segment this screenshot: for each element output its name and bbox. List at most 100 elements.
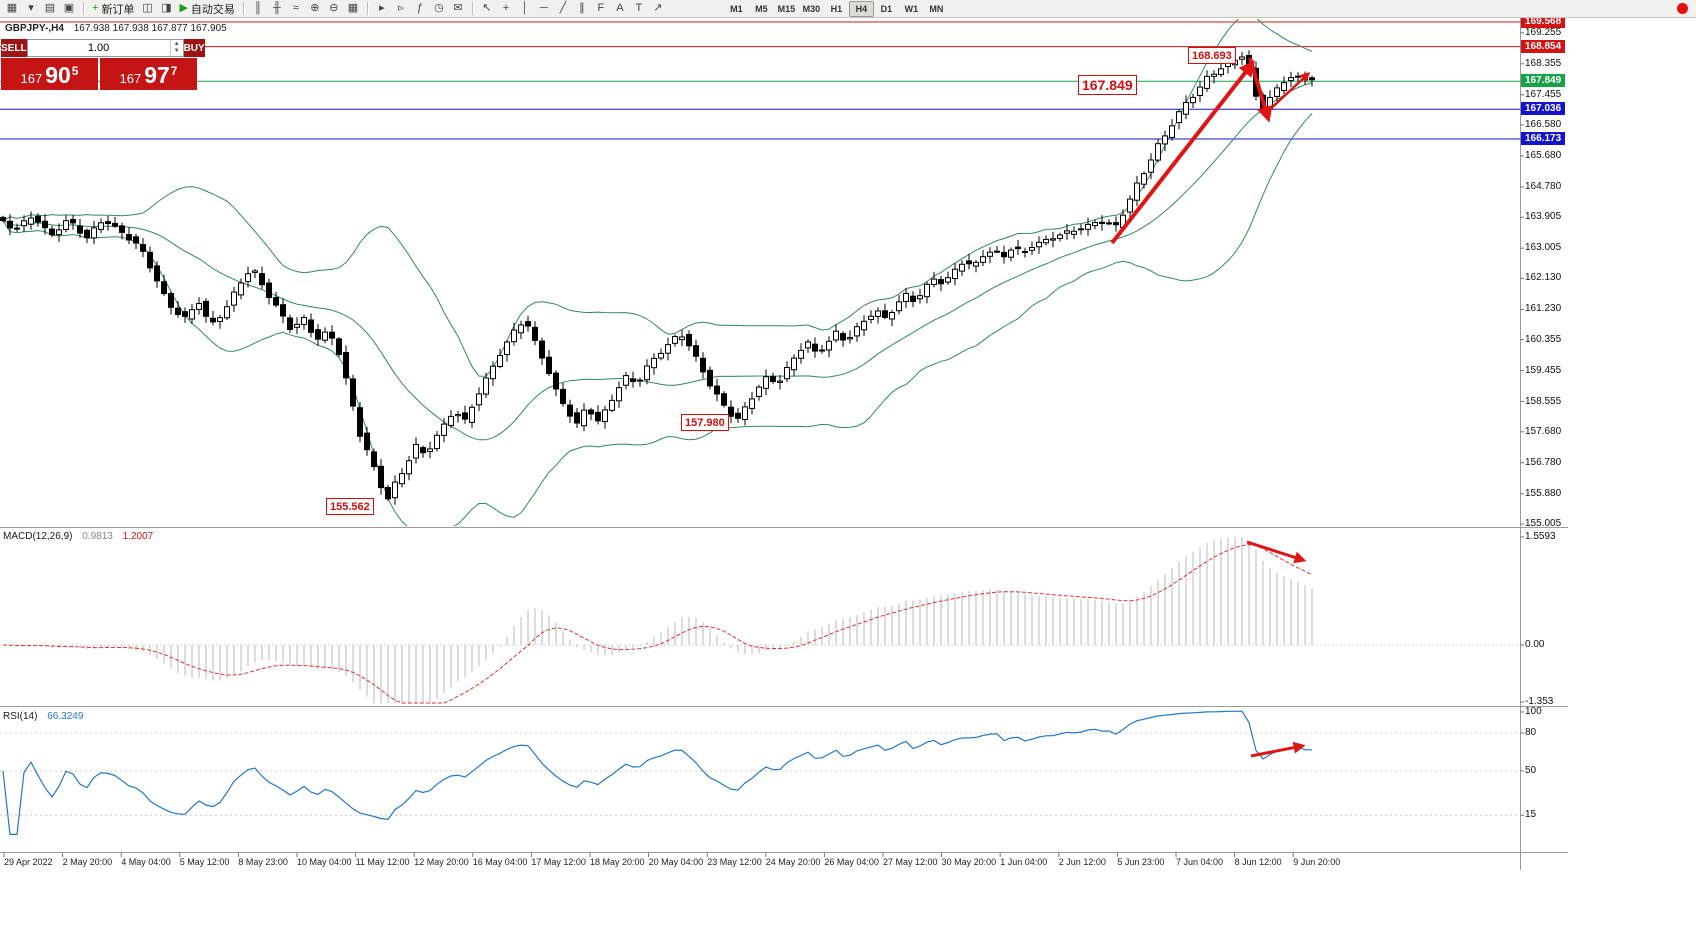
volume-stepper[interactable]: ▲ ▼ xyxy=(169,40,183,56)
line-chart-icon-glyph: ≈ xyxy=(292,2,299,14)
zoom-in-icon[interactable]: ⊕ xyxy=(306,1,324,17)
sell-price-prefix: 167 xyxy=(20,70,43,86)
toolbar-separator xyxy=(366,2,368,15)
stepper-up-icon[interactable]: ▲ xyxy=(173,41,180,48)
arrows-tool-icon[interactable]: ↗ xyxy=(649,1,667,17)
timeframe-m15-button[interactable]: M15 xyxy=(774,1,799,17)
chart-dropdown-icon[interactable]: ▾ xyxy=(22,1,40,17)
trendline-icon-glyph: ╱ xyxy=(559,2,567,14)
bar-chart-icon[interactable]: ║ xyxy=(249,1,267,17)
sell-price-display[interactable]: 167 90 5 xyxy=(1,58,98,90)
new-order-button-label: 新订单 xyxy=(101,3,135,16)
tile-windows-icon[interactable]: ▦ xyxy=(344,1,362,17)
macd-main-value: 0.9813 xyxy=(82,531,113,542)
vertical-line-icon-glyph: │ xyxy=(521,2,529,14)
market-watch-icon[interactable]: ▣ xyxy=(60,1,78,17)
zoom-out-icon[interactable]: ⊖ xyxy=(325,1,343,17)
new-order-button-glyph: + xyxy=(92,2,99,14)
vertical-line-icon[interactable]: │ xyxy=(516,1,534,17)
buy-button[interactable]: BUY xyxy=(183,39,205,57)
market-watch-icon-glyph: ▣ xyxy=(63,2,75,14)
sell-price-pip: 5 xyxy=(71,64,79,78)
timeframe-mn-button[interactable]: MN xyxy=(924,1,949,17)
chart-title: GBPJPY-,H4 167.938 167.938 167.877 167.9… xyxy=(5,23,227,34)
mail-icon[interactable]: ✉ xyxy=(449,1,467,17)
text-icon[interactable]: A xyxy=(611,1,629,17)
text-icon-glyph: A xyxy=(616,2,624,14)
bollinger-middle xyxy=(2,82,1313,441)
trend-arrow xyxy=(1265,71,1311,114)
main-chart-layer xyxy=(0,19,1520,526)
rsi-arrow xyxy=(1250,741,1306,758)
horizontal-line-icon[interactable]: ─ xyxy=(535,1,553,17)
rsi-line xyxy=(2,710,1312,836)
label-icon-glyph: T xyxy=(635,2,643,14)
auto-scroll-icon[interactable]: ▸ xyxy=(373,1,391,17)
periods-icon[interactable]: ◷ xyxy=(430,1,448,17)
mail-icon-glyph: ✉ xyxy=(453,2,463,14)
toolbar-separator xyxy=(83,2,84,15)
macd-layer xyxy=(0,537,1520,704)
auto-trading-button[interactable]: ▶ 自动交易 xyxy=(176,1,237,17)
toolbar-separator xyxy=(242,2,244,15)
timeframe-h1-button[interactable]: H1 xyxy=(824,1,849,17)
new-order-button[interactable]: + 新订单 xyxy=(89,1,137,17)
timeframe-m5-button[interactable]: M5 xyxy=(749,1,774,17)
trend-arrow xyxy=(1248,57,1273,123)
timeframe-w1-button[interactable]: W1 xyxy=(899,1,924,17)
buy-price-display[interactable]: 167 97 7 xyxy=(100,58,197,90)
notification-icon[interactable] xyxy=(1677,3,1688,14)
profiles-icon-glyph: ▤ xyxy=(44,2,56,14)
cursor-icon[interactable]: ↖ xyxy=(478,1,496,17)
sell-button[interactable]: SELL xyxy=(1,39,27,57)
volume-box: ▲ ▼ xyxy=(26,39,184,57)
label-icon[interactable]: T xyxy=(630,1,648,17)
line-chart-icon[interactable]: ≈ xyxy=(287,1,305,17)
symbol-label: GBPJPY-,H4 xyxy=(5,23,64,34)
one-click-trading-panel: SELL ▲ ▼ BUY 167 90 5 167 97 7 xyxy=(1,39,205,90)
buy-price-big: 97 xyxy=(144,62,170,89)
volume-input[interactable] xyxy=(27,40,170,56)
bollinger-upper xyxy=(2,19,1313,377)
sell-price-big: 90 xyxy=(45,62,71,89)
timeframe-m30-button[interactable]: M30 xyxy=(799,1,824,17)
macd-signal-line xyxy=(2,544,1313,704)
tile-windows-icon-glyph: ▦ xyxy=(347,2,359,14)
new-chart-icon[interactable]: ▦ xyxy=(3,1,21,17)
toolbar: ▦ ▾ ▤ ▣ + 新订单 ◫ ◨ ▶ 自动交易 ║ ╫ ≈ ⊕ ⊖ ▦ ▸ ▹ ƒ ◷ ✉ ↖ + │ ─ ╱ ∥ F A T ↗ M1 M5… xyxy=(0,0,1696,18)
profiles-icon[interactable]: ▤ xyxy=(41,1,59,17)
candlestick-chart-icon[interactable]: ╫ xyxy=(268,1,286,17)
indicators-icon-glyph: ƒ xyxy=(416,2,423,14)
rsi-layer xyxy=(0,710,1520,836)
stepper-down-icon[interactable]: ▼ xyxy=(173,48,180,54)
indicators-icon[interactable]: ƒ xyxy=(411,1,429,17)
cursor-icon-glyph: ↖ xyxy=(482,2,492,14)
candlestick-chart-icon-glyph: ╫ xyxy=(273,2,281,14)
periods-icon-glyph: ◷ xyxy=(434,2,444,14)
channel-icon-glyph: ∥ xyxy=(579,2,585,14)
channel-icon[interactable]: ∥ xyxy=(573,1,591,17)
timeframe-h4-button[interactable]: H4 xyxy=(848,0,874,17)
macd-arrow xyxy=(1246,540,1307,564)
timeframe-d1-button[interactable]: D1 xyxy=(874,1,899,17)
navigator-icon[interactable]: ◫ xyxy=(138,1,156,17)
auto-trading-button-label: 自动交易 xyxy=(190,3,235,16)
crosshair-icon-glyph: + xyxy=(502,2,510,14)
buy-price-pip: 7 xyxy=(170,64,178,78)
bollinger-lower xyxy=(2,113,1313,526)
macd-signal-value: 1.2007 xyxy=(122,531,154,542)
timeframe-m1-button[interactable]: M1 xyxy=(724,1,749,17)
trendline-icon[interactable]: ╱ xyxy=(554,1,572,17)
rsi-name: RSI(14) xyxy=(3,711,38,722)
fibonacci-icon[interactable]: F xyxy=(592,1,610,17)
chart-shift-icon[interactable]: ▹ xyxy=(392,1,410,17)
new-chart-icon-glyph: ▦ xyxy=(6,2,18,14)
crosshair-icon[interactable]: + xyxy=(497,1,515,17)
trend-arrow xyxy=(1110,60,1255,245)
terminal-icon[interactable]: ◨ xyxy=(157,1,175,17)
horizontal-line-icon-glyph: ─ xyxy=(540,2,548,14)
ohlc-values: 167.938 167.938 167.877 167.905 xyxy=(73,23,227,34)
timeframe-bar: M1 M5 M15 M30 H1 H4 D1 W1 MN xyxy=(724,0,949,17)
